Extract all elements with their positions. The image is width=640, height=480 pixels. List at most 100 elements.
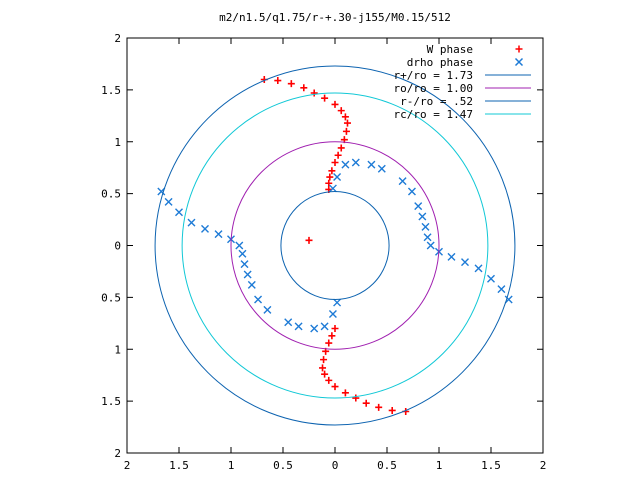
data-point — [325, 179, 333, 187]
legend-label: drho phase — [407, 56, 473, 69]
y-tick-label: 0.5 — [101, 291, 121, 304]
data-point — [407, 187, 416, 196]
data-point — [497, 285, 506, 294]
x-tick-label: 0 — [332, 459, 339, 472]
x-tick-label: 1.5 — [481, 459, 501, 472]
data-point — [328, 184, 337, 193]
data-point — [341, 113, 349, 121]
data-point — [310, 324, 319, 333]
data-point — [319, 364, 327, 372]
data-point — [284, 318, 293, 327]
data-point — [328, 167, 336, 175]
x-tick-label: 2 — [124, 459, 131, 472]
y-tick-label: 0 — [114, 240, 121, 253]
data-point — [243, 270, 252, 279]
data-point — [342, 127, 350, 135]
data-point — [426, 241, 435, 250]
data-point — [240, 260, 249, 269]
x-tick-label: 1 — [436, 459, 443, 472]
plot-frame — [126, 37, 544, 454]
data-point — [328, 332, 336, 340]
circle-2 — [154, 65, 516, 426]
legend-swatch — [514, 57, 524, 67]
y-tick-label: 1.5 — [101, 395, 121, 408]
data-point — [418, 212, 427, 221]
data-point — [294, 322, 303, 331]
data-point — [214, 230, 223, 239]
y-tick-label: 2 — [114, 447, 121, 460]
data-point — [447, 252, 456, 261]
data-point — [328, 309, 337, 318]
legend-label: ro/ro = 1.00 — [394, 82, 473, 95]
data-point — [331, 383, 339, 391]
data-point — [375, 403, 383, 411]
y-tick-label: 1.5 — [101, 84, 121, 97]
y-tick-label: 0.5 — [101, 188, 121, 201]
series-0-points — [260, 76, 410, 415]
data-point — [287, 80, 295, 88]
x-tick-label: 1.5 — [169, 459, 189, 472]
x-tick-label: 1 — [228, 459, 235, 472]
data-point — [474, 264, 483, 273]
data-point — [362, 399, 370, 407]
y-tick-label: 1 — [114, 136, 121, 149]
legend-swatch — [515, 45, 523, 53]
data-point — [254, 295, 263, 304]
data-point — [398, 177, 407, 186]
data-point — [175, 208, 183, 217]
data-point — [421, 222, 430, 231]
data-point — [341, 389, 349, 397]
data-point — [247, 280, 256, 289]
data-point — [331, 159, 339, 166]
data-point — [300, 84, 308, 92]
data-point — [325, 339, 333, 347]
data-point — [321, 94, 329, 102]
data-point — [337, 144, 345, 152]
data-point — [423, 233, 432, 242]
chart-title: m2/n1.5/q1.75/r-+.30-j155/M0.15/512 — [219, 11, 451, 24]
data-point — [333, 173, 342, 182]
data-point — [164, 197, 173, 206]
legend-label: rc/ro = 1.47 — [394, 108, 473, 121]
circle-5 — [181, 92, 489, 399]
series-1-points — [157, 158, 513, 333]
data-point — [187, 218, 196, 227]
data-point — [367, 160, 376, 169]
circle-3 — [230, 141, 440, 350]
data-point — [337, 107, 345, 115]
legend-label: r+/ro = 1.73 — [394, 69, 473, 82]
data-point — [201, 224, 209, 233]
data-point — [343, 119, 351, 127]
data-point — [414, 202, 423, 211]
data-point — [321, 370, 329, 378]
axes-layer: 2 1.5 1 0.5 0 0.5 1 1.5 221.510.500.511.52 — [101, 32, 546, 472]
x-tick-label: 2 — [540, 459, 547, 472]
data-point — [461, 258, 469, 267]
legend-label: r-/ro = .52 — [400, 95, 473, 108]
data-point — [320, 322, 329, 331]
data-point — [331, 325, 339, 332]
data-point — [341, 160, 350, 169]
data-point — [235, 241, 244, 250]
x-tick-label: 0.5 — [273, 459, 293, 472]
data-point — [352, 394, 360, 402]
data-point — [326, 173, 334, 181]
data-point — [351, 158, 360, 167]
data-point — [320, 356, 328, 364]
circle-4 — [280, 191, 390, 300]
x-tick-label: 0.5 — [377, 459, 397, 472]
data-point — [263, 305, 272, 314]
data-point — [310, 89, 318, 97]
data-point — [305, 236, 313, 244]
y-tick-label: 2 — [114, 32, 121, 45]
data-point — [274, 77, 282, 85]
y-tick-label: 1 — [114, 343, 121, 356]
data-point — [333, 298, 342, 307]
data-point — [334, 151, 342, 159]
data-point — [325, 376, 333, 384]
data-point — [331, 100, 339, 108]
data-point — [487, 274, 495, 283]
